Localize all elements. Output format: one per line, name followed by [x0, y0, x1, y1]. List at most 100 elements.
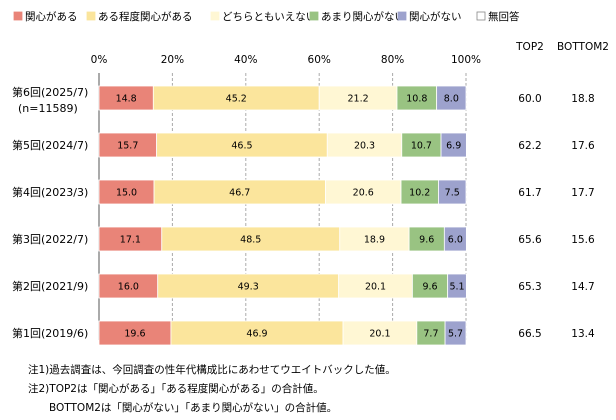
data-label: 46.7: [229, 188, 250, 199]
bar-segment: [98, 85, 154, 111]
data-label: 46.9: [246, 329, 267, 340]
category-label: (n=11589): [18, 102, 78, 115]
legend-item: ある程度関心がある: [86, 10, 193, 23]
note-2: 注2)TOP2は「関心がある」「ある程度関心がある」の合計値。: [28, 383, 324, 395]
legend-item: 関心がない: [397, 10, 462, 23]
data-label: 14.8: [116, 94, 137, 105]
data-label: 20.1: [365, 282, 386, 293]
bar-segment: [447, 273, 467, 299]
bar-segment: [98, 273, 159, 299]
category-label: 第5回(2024/7): [12, 138, 88, 152]
bar-segment: [98, 226, 163, 252]
bar-segment: [98, 179, 155, 205]
data-label: 9.6: [422, 282, 437, 293]
category-label: 第1回(2019/6): [12, 326, 88, 340]
legend-label: あまり関心がない: [321, 10, 405, 23]
bar-segment: [443, 226, 467, 252]
side-column-value: 18.8: [571, 93, 594, 105]
side-column-value: 62.2: [518, 140, 541, 152]
legend: 関心がある ある程度関心がある どちらともいえない あまり関心がない 関心がない 無回答: [13, 10, 520, 23]
bar-segment: [339, 226, 410, 252]
bar-segment: [157, 273, 340, 299]
side-column-value: 13.4: [571, 328, 595, 340]
data-label: 5.1: [449, 282, 464, 293]
bar-segment: [98, 320, 172, 346]
side-column-value: 17.6: [571, 140, 595, 152]
data-label: 19.6: [124, 329, 145, 340]
data-label: 18.9: [364, 235, 385, 246]
legend-label: 関心がある: [25, 10, 78, 23]
legend-item: 無回答: [476, 10, 520, 23]
data-label: 45.2: [226, 94, 247, 105]
bar-segment: [416, 320, 446, 346]
data-label: 7.7: [423, 329, 438, 340]
data-label: 5.7: [448, 329, 463, 340]
side-column-value: 65.3: [518, 281, 541, 293]
data-label: 9.6: [419, 235, 434, 246]
legend-label: 関心がない: [409, 10, 462, 23]
bar-segment: [342, 320, 418, 346]
legend-label: ある程度関心がある: [98, 10, 193, 23]
bar-segment: [436, 85, 467, 111]
tick-label: 0%: [91, 54, 108, 66]
data-label: 10.8: [406, 94, 427, 105]
bar-segment: [412, 273, 449, 299]
side-columns: TOP2 60.0 62.2 61.7 65.6 65.3 66.5 BOTTOM2 18.8 1…: [515, 41, 609, 340]
tick-label: 20%: [161, 54, 184, 66]
bar-segment: [440, 132, 467, 158]
side-column-value: 60.0: [518, 93, 541, 105]
bars: 14.8 45.2 21.2 10.8 8.0 15.7 46.5 20.3 10.7 6.9 15…: [98, 85, 467, 346]
data-label: 20.3: [354, 141, 375, 152]
data-label: 6.9: [446, 141, 461, 152]
tick-label: 60%: [308, 54, 331, 66]
side-column-value: 17.7: [571, 187, 594, 199]
tick-label: 100%: [451, 54, 481, 66]
tick-label: 40%: [234, 54, 257, 66]
legend-swatch: [309, 11, 319, 21]
bar-segment: [338, 273, 413, 299]
side-column-value: 65.6: [518, 234, 542, 246]
data-label: 10.7: [411, 141, 432, 152]
data-label: 15.7: [117, 141, 138, 152]
note-1: 注1)過去調査は、今回調査の性年代構成比にあわせてウエイトバックした値。: [28, 364, 396, 376]
category-labels: 第6回(2025/7) (n=11589) 第5回(2024/7) 第4回(2023/…: [12, 85, 88, 340]
legend-label: どちらともいえない: [222, 11, 316, 23]
tick-label: 80%: [381, 54, 404, 66]
data-label: 46.5: [231, 141, 252, 152]
data-label: 21.2: [348, 94, 369, 105]
category-label: 第2回(2021/9): [12, 279, 88, 293]
legend-swatch: [476, 11, 486, 21]
bar-segment: [156, 132, 328, 158]
side-column-header: TOP2: [515, 41, 544, 53]
side-column-value: 14.7: [571, 281, 594, 293]
note-3: BOTTOM2は「関心がない」「あまり関心がない」の合計値。: [28, 402, 338, 414]
bar-segment: [444, 320, 467, 346]
legend-item: 関心がある: [13, 10, 78, 23]
bar-segment: [152, 85, 320, 111]
stacked-bar-chart: 関心がある ある程度関心がある どちらともいえない あまり関心がない 関心がない 無回答 …: [12, 10, 609, 346]
bar-segment: [396, 85, 438, 111]
data-label: 8.0: [444, 94, 459, 105]
data-label: 16.0: [118, 282, 139, 293]
bar-segment: [408, 226, 445, 252]
bar-segment: [326, 132, 403, 158]
data-label: 10.2: [409, 188, 430, 199]
data-label: 49.3: [238, 282, 259, 293]
data-label: 6.0: [448, 235, 463, 246]
side-column-value: 15.6: [571, 234, 595, 246]
bar-segment: [438, 179, 467, 205]
data-label: 20.6: [353, 188, 374, 199]
bar-segment: [153, 179, 326, 205]
legend-swatch: [86, 11, 96, 21]
legend-swatch: [13, 11, 23, 21]
legend-label: 無回答: [488, 10, 520, 23]
category-label: 第6回(2025/7): [12, 85, 88, 99]
legend-item: あまり関心がない: [309, 10, 405, 23]
legend-swatch: [397, 11, 407, 21]
side-column-header: BOTTOM2: [557, 41, 609, 53]
data-label: 17.1: [120, 235, 141, 246]
bar-segment: [161, 226, 341, 252]
legend-item: どちらともいえない: [210, 11, 316, 23]
bar-segment: [170, 320, 344, 346]
category-label: 第4回(2023/3): [12, 185, 88, 199]
